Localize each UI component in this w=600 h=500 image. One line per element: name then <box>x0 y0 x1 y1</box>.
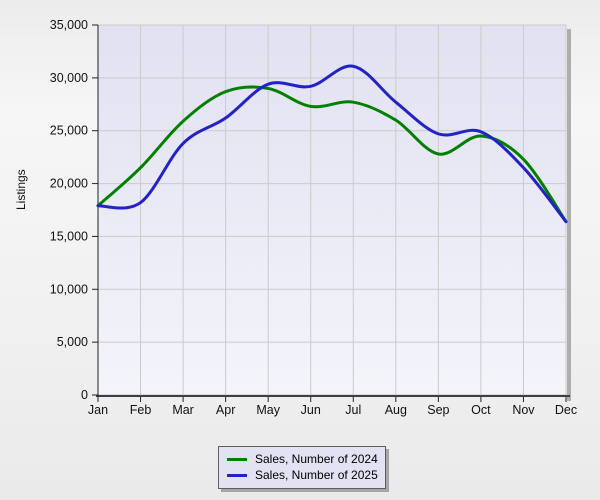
x-tick-label: Jan <box>88 403 108 417</box>
y-tick-label: 35,000 <box>50 18 88 32</box>
legend: Sales, Number of 2024 Sales, Number of 2… <box>218 446 386 489</box>
y-tick-label: 30,000 <box>50 71 88 85</box>
y-tick-label: 10,000 <box>50 282 88 296</box>
x-tick-label: Feb <box>130 403 152 417</box>
legend-label-2025: Sales, Number of 2025 <box>255 468 378 482</box>
series-line-2025 <box>96 64 568 224</box>
x-tick-label: Mar <box>172 403 194 417</box>
y-tick-label: 25,000 <box>50 124 88 138</box>
legend-item-2024: Sales, Number of 2024 <box>227 451 378 467</box>
x-tick-label: Jun <box>301 403 321 417</box>
legend-swatch-2025 <box>227 473 247 477</box>
legend-label-2024: Sales, Number of 2024 <box>255 452 378 466</box>
y-tick-label: 20,000 <box>50 177 88 191</box>
x-tick-label: Aug <box>385 403 407 417</box>
x-tick-label: Sep <box>427 403 449 417</box>
y-axis <box>97 25 99 397</box>
x-tick-label: Nov <box>512 403 535 417</box>
y-tick-label: 5,000 <box>57 335 88 349</box>
x-tick-label: May <box>256 403 280 417</box>
y-axis-title: Listings <box>14 169 28 210</box>
plot-shadow <box>567 29 571 401</box>
x-axis <box>96 395 570 397</box>
x-tick-label: Jul <box>345 403 361 417</box>
y-tick-label: 15,000 <box>50 229 88 243</box>
plot-area <box>97 24 567 396</box>
x-tick-label: Oct <box>471 403 491 417</box>
x-tick-label: Dec <box>555 403 577 417</box>
legend-item-2025: Sales, Number of 2025 <box>227 467 378 483</box>
x-tick-label: Apr <box>216 403 235 417</box>
legend-swatch-2024 <box>227 457 247 461</box>
y-tick-label: 0 <box>81 388 88 402</box>
